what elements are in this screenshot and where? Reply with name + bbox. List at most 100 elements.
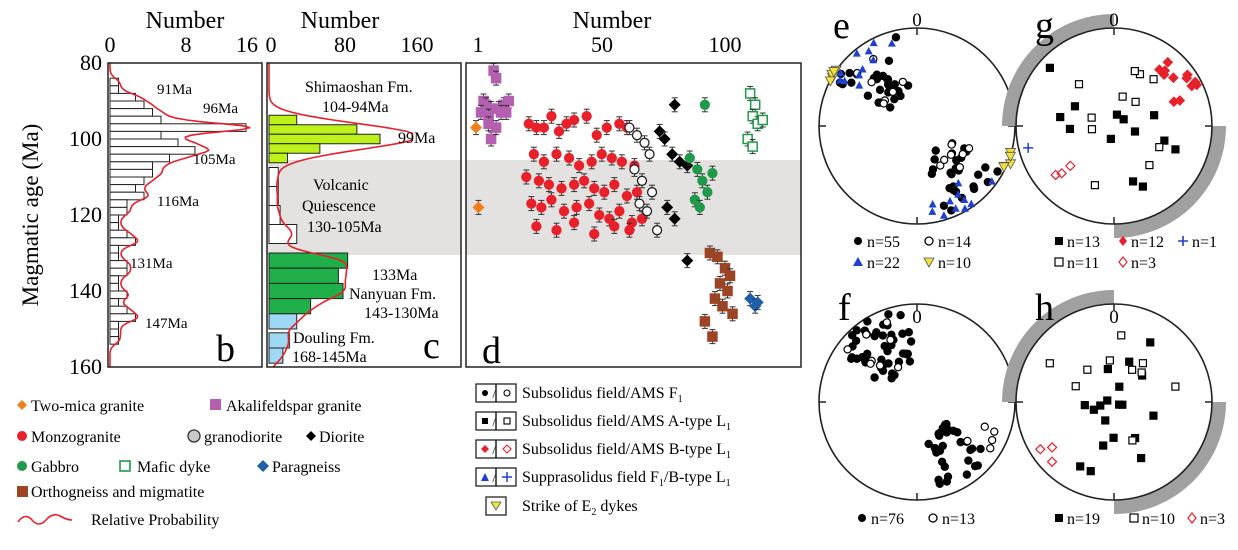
stereo-e-pole	[840, 76, 849, 85]
stereo-f-pole	[852, 354, 862, 363]
c-ann-133: 133Ma	[372, 267, 417, 284]
b-bar	[109, 130, 162, 140]
d-point-granodiorite	[634, 198, 645, 209]
panel-c-bars	[268, 114, 381, 364]
stereo-h-pole	[1086, 467, 1095, 476]
d-point-gabbro	[692, 164, 703, 175]
c-ann-shimaoshan: Shimaoshan Fm.	[305, 79, 413, 96]
stereo-e-pole	[960, 195, 969, 204]
stereo-f-pole	[886, 335, 895, 345]
stereo-f-pole	[924, 439, 933, 449]
stereo-f-pole	[862, 330, 871, 339]
d-point-granodiorite	[641, 206, 653, 217]
e-count-1: n=55	[867, 234, 900, 251]
stereo-g-pole	[1087, 125, 1097, 134]
ytick-100: 100	[69, 126, 102, 151]
d-point-monzogranite	[616, 156, 628, 167]
stereo-e-pole	[947, 169, 956, 179]
stereo-g-pole	[1168, 72, 1179, 84]
d-point-granodiorite	[629, 164, 640, 175]
b-bar	[109, 161, 153, 170]
d-point-monzogranite	[624, 225, 635, 236]
panel-d: 1 50 100 Number d	[465, 8, 802, 372]
c-xtick-160: 160	[401, 32, 434, 57]
b-bar	[109, 115, 162, 125]
stereo-e-pole	[898, 77, 908, 87]
legend-dykes: Strike of E2 dykes	[522, 498, 638, 518]
d-point-monzogranite	[606, 152, 617, 164]
lm-slash-1: /	[492, 387, 496, 401]
d-point-gabbro	[707, 168, 718, 179]
stereo-g-pole	[1149, 111, 1159, 120]
stereo-f-pole	[866, 359, 875, 368]
panel-d-points	[470, 63, 768, 345]
d-point-monzogranite	[621, 190, 633, 202]
panel-d-frame	[465, 62, 802, 368]
stereo-e-pole	[949, 185, 958, 195]
stereo-h-pole	[1103, 396, 1112, 405]
stereo-f-pole	[843, 345, 852, 354]
panel-letter-h: h	[1035, 287, 1054, 329]
b-bar	[109, 146, 196, 155]
d-point-monzogranite	[609, 221, 620, 232]
g-count-sym-4	[1054, 257, 1064, 267]
d-xtick-100: 100	[709, 32, 742, 57]
legend-sym-relative-probability	[17, 513, 73, 525]
b-bar	[109, 123, 247, 132]
d-point-monzogranite	[568, 114, 580, 126]
legend-monzogranite: Monzogranite	[31, 429, 121, 446]
stereo-h-pole	[1137, 368, 1146, 377]
stereo-h-pole	[1099, 441, 1108, 450]
d-point-monzogranite	[531, 221, 542, 232]
legend-sym-paragneiss	[257, 460, 269, 472]
lm-slash-2: /	[492, 415, 496, 429]
stereo-h-pole	[1071, 382, 1080, 391]
lm-sym-2a	[482, 418, 488, 424]
d-point-monzogranite	[538, 122, 550, 133]
b-bar	[109, 108, 153, 117]
stereo-e-pole	[847, 78, 856, 87]
legend-sym-mafic-dyke	[119, 460, 131, 472]
d-point-monzogranite	[573, 160, 585, 171]
stereo-e-pole	[954, 178, 963, 187]
stereo-g-pole	[1118, 92, 1127, 101]
stereo-e-pole	[974, 170, 983, 179]
stereo-g-pole	[1087, 113, 1096, 122]
stereo-f-pole	[893, 363, 903, 372]
c-ann-130-105: 130-105Ma	[307, 219, 382, 236]
stereonet-h	[1002, 290, 1226, 514]
c-xtick-0: 0	[266, 32, 277, 57]
stereo-g-pole	[1186, 80, 1198, 92]
c-bar	[268, 124, 358, 135]
stereo-f-pole	[903, 349, 912, 359]
stereo-g-pole	[1145, 160, 1154, 170]
d-point-monzogranite	[551, 225, 562, 236]
f-count-sym-2	[928, 513, 938, 523]
stereo-h-pole	[1128, 365, 1137, 374]
stereo-f-pole	[970, 461, 980, 471]
stereo-e-pole	[886, 103, 895, 112]
stereo-e-pole	[967, 199, 976, 208]
lm-sym-1a	[482, 390, 488, 396]
lm-slash-4: /	[492, 471, 496, 485]
stereonet-g	[1002, 14, 1226, 238]
c-bar	[268, 224, 298, 244]
e-count-3: n=22	[867, 255, 900, 272]
stereo-h-pole	[1080, 401, 1089, 410]
b-bar	[109, 305, 128, 315]
g-count-5: n=3	[1131, 255, 1156, 272]
d-point-monzogranite	[571, 202, 582, 213]
b-bar	[109, 168, 153, 178]
d-point-gabbro	[684, 152, 695, 164]
stereo-f-pole	[986, 444, 995, 453]
panel-b-title: Number	[146, 8, 225, 34]
c-ann-nanyuan: Nanyuan Fm.	[349, 286, 436, 303]
d-point-monzogranite	[536, 202, 547, 213]
panel-b-peak-labels: 91Ma 96Ma 105Ma 116Ma 131Ma 147Ma	[130, 82, 238, 332]
c-bar	[268, 252, 349, 269]
stereo-f-pole	[906, 337, 916, 346]
stereo-e-pole	[955, 163, 965, 172]
d-point-two-mica-granite	[472, 201, 485, 214]
panel-letter-c: c	[423, 325, 440, 367]
d-point-monzogranite	[543, 179, 555, 190]
